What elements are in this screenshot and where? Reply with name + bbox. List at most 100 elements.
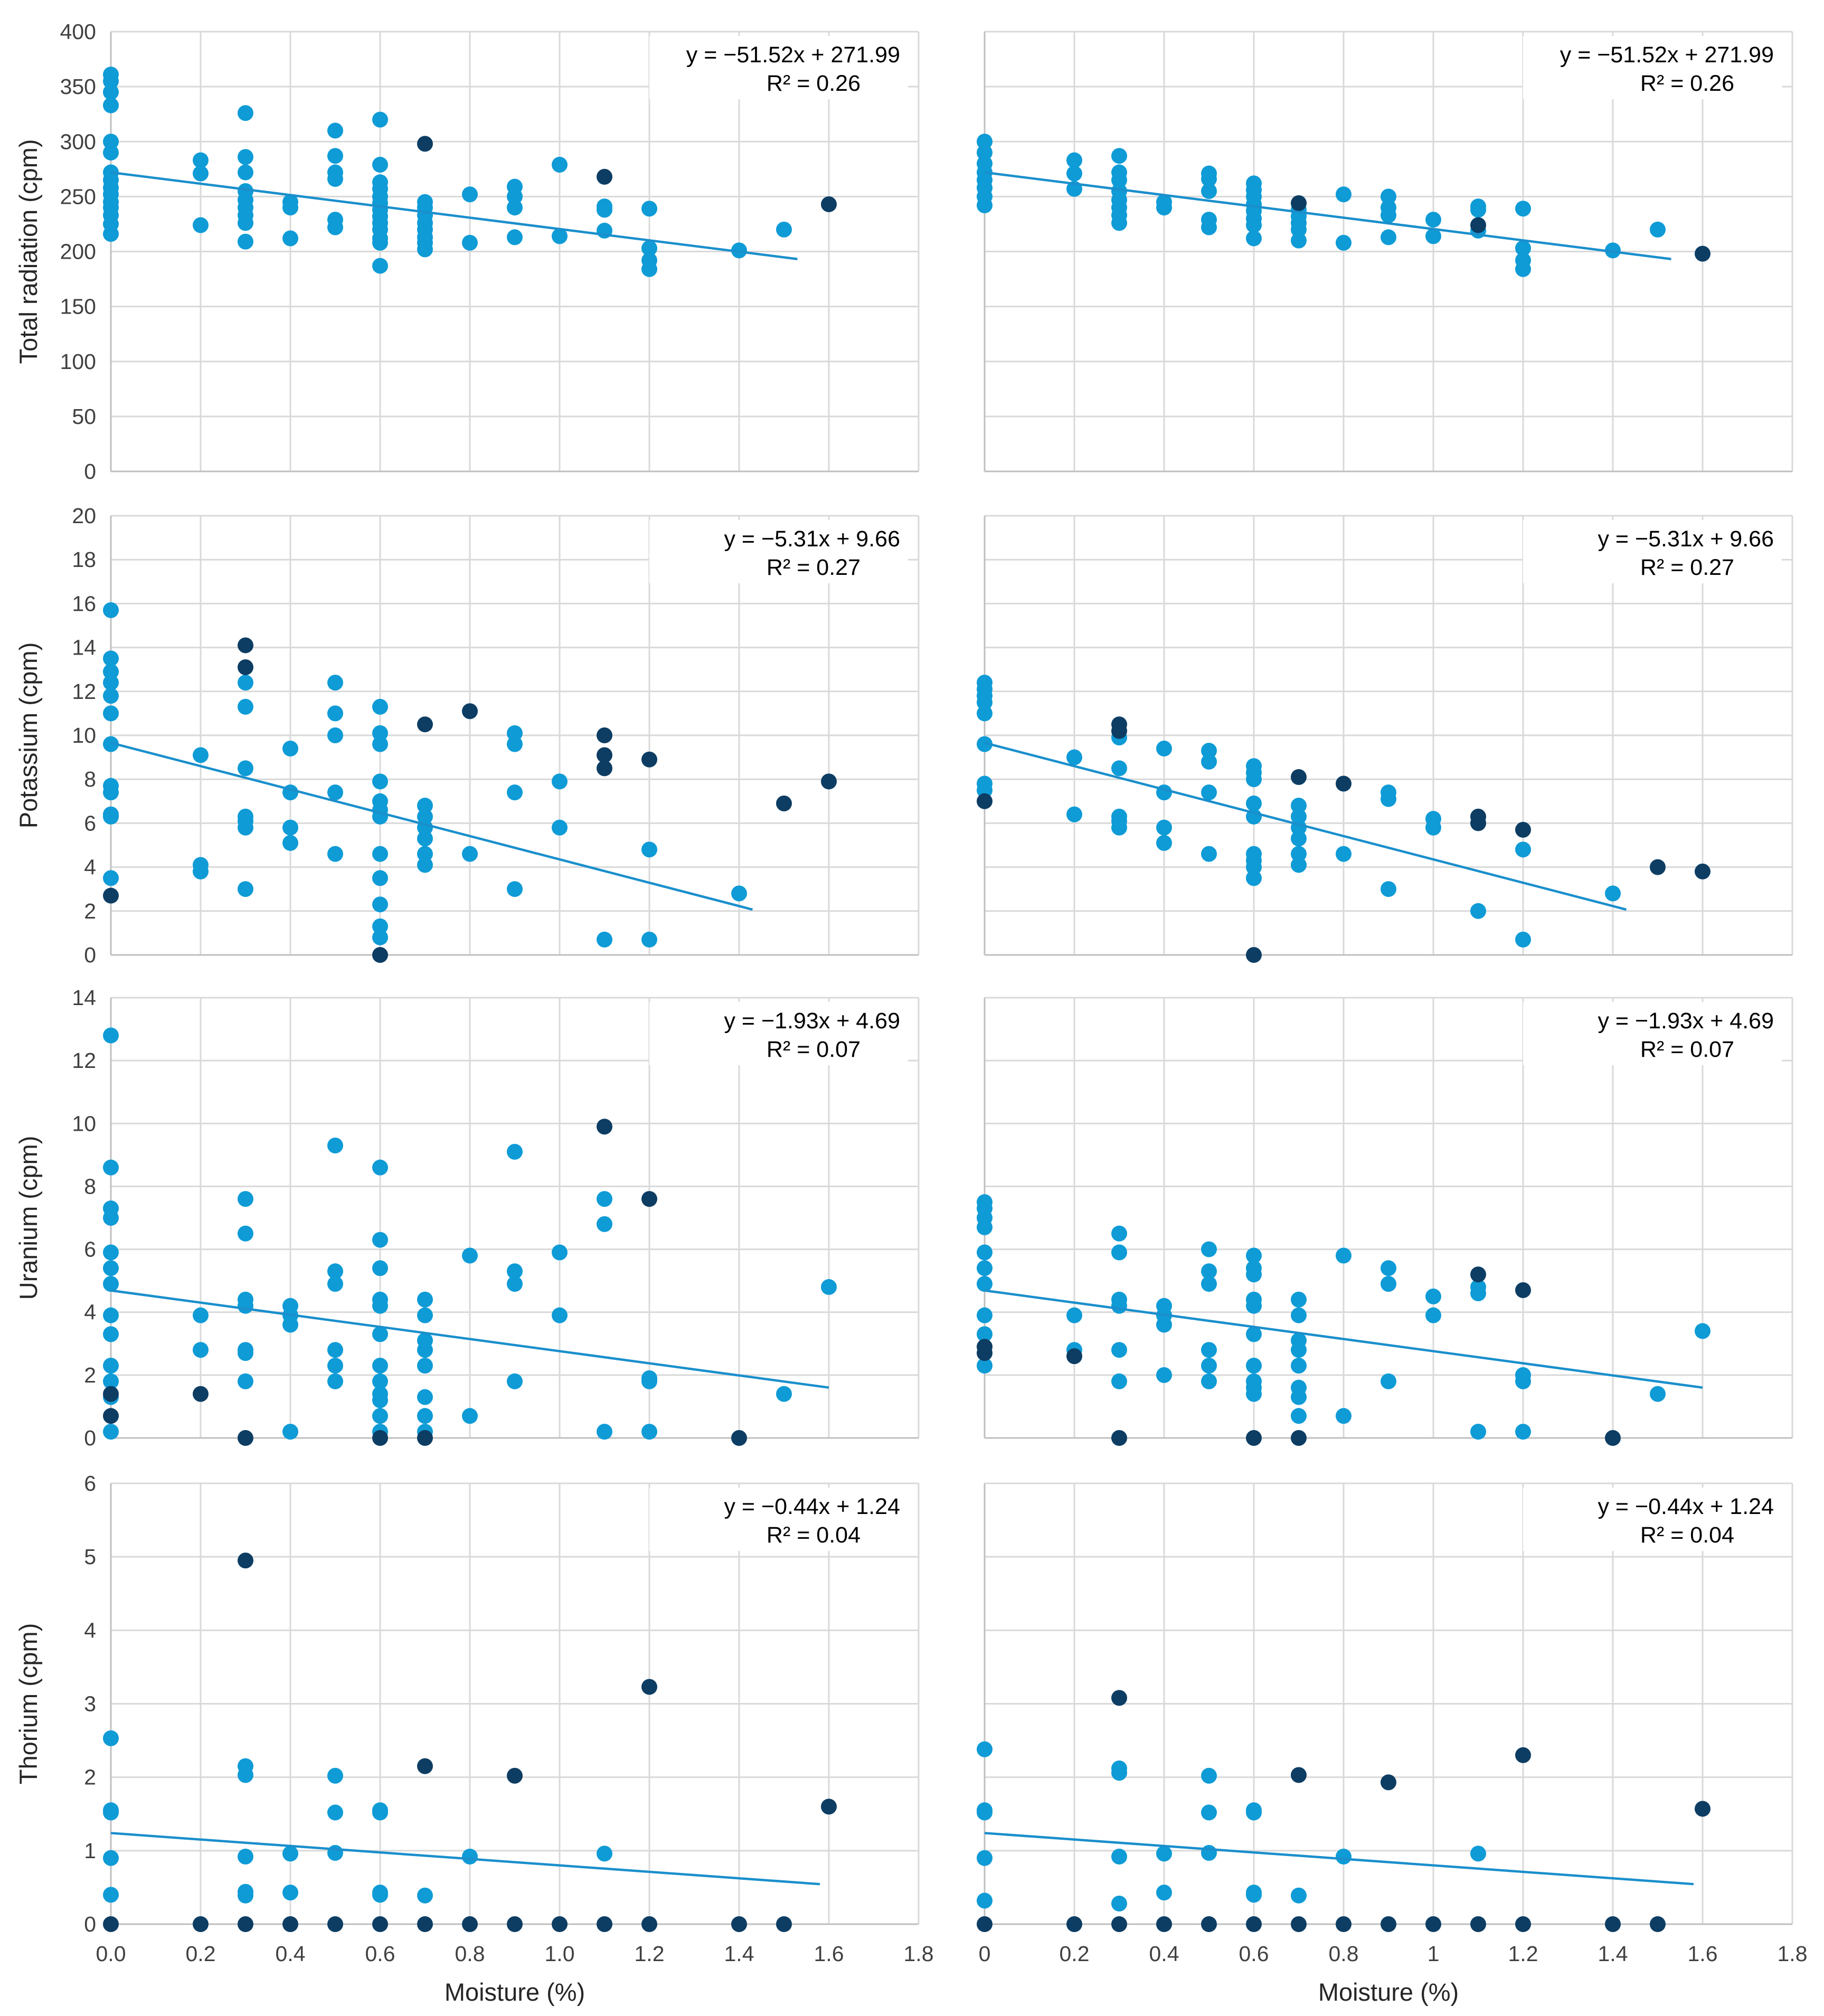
- data-point-dark: [103, 1916, 119, 1932]
- data-point-light: [327, 1373, 343, 1389]
- data-point-light: [327, 1137, 343, 1153]
- x-axis-title: Moisture (%): [445, 1978, 585, 2006]
- y-tick-label: 2: [84, 1363, 96, 1387]
- data-point-light: [238, 164, 253, 181]
- data-point-light: [1201, 219, 1217, 235]
- x-tick-label: 1.6: [1688, 1942, 1718, 1966]
- data-point-dark: [641, 1916, 657, 1932]
- data-point-light: [1425, 1288, 1441, 1304]
- equation-box: [649, 36, 908, 99]
- data-point-light: [1156, 1317, 1172, 1333]
- data-point-dark: [731, 1916, 747, 1932]
- data-point-light: [103, 1850, 119, 1866]
- y-tick-label: 12: [72, 1048, 96, 1073]
- data-point-dark: [1695, 1801, 1710, 1817]
- data-point-light: [372, 736, 388, 752]
- x-tick-label: 1: [1428, 1942, 1440, 1966]
- data-point-dark: [238, 1553, 253, 1569]
- data-point-light: [1156, 819, 1172, 836]
- equation-box: [1523, 520, 1782, 583]
- data-point-light: [103, 1307, 119, 1323]
- data-point-light: [103, 736, 119, 752]
- data-point-light: [1291, 846, 1307, 862]
- data-point-light: [1201, 753, 1217, 770]
- data-point-dark: [776, 1916, 792, 1932]
- data-point-light: [282, 1424, 298, 1440]
- data-point-light: [462, 1247, 478, 1264]
- data-point-light: [372, 773, 388, 790]
- data-point-dark: [776, 795, 792, 811]
- data-point-light: [417, 1887, 433, 1904]
- data-point-light: [977, 1850, 993, 1866]
- data-point-light: [1291, 1408, 1307, 1424]
- data-point-light: [1201, 1373, 1217, 1389]
- data-point-light: [1515, 1424, 1531, 1440]
- y-tick-label: 350: [60, 74, 96, 99]
- data-point-light: [417, 241, 433, 258]
- series-light: [103, 602, 747, 948]
- data-point-light: [977, 705, 993, 722]
- data-point-light: [977, 197, 993, 214]
- data-point-light: [1291, 857, 1307, 873]
- data-point-light: [1201, 1342, 1217, 1358]
- data-point-light: [1650, 1386, 1666, 1402]
- y-axis-title: Uranium (cpm): [14, 1136, 42, 1300]
- data-point-light: [597, 1216, 612, 1232]
- data-point-light: [1425, 212, 1441, 228]
- data-point-light: [1605, 885, 1621, 902]
- data-point-dark: [1515, 1747, 1531, 1763]
- data-point-light: [507, 784, 523, 801]
- data-point-light: [372, 156, 388, 173]
- y-tick-label: 400: [60, 20, 96, 44]
- data-point-light: [372, 846, 388, 862]
- r-squared-label: R² = 0.27: [767, 555, 861, 580]
- data-point-light: [1246, 1357, 1262, 1374]
- data-point-light: [238, 881, 253, 897]
- x-tick-label: 0.6: [365, 1942, 395, 1966]
- equation-box: [649, 520, 908, 583]
- y-tick-label: 5: [84, 1545, 96, 1569]
- data-point-light: [1425, 1307, 1441, 1323]
- data-point-light: [1201, 1804, 1217, 1821]
- data-point-light: [372, 929, 388, 945]
- equation-box: [649, 1488, 908, 1551]
- data-point-light: [641, 240, 657, 257]
- data-point-light: [1111, 148, 1127, 164]
- data-point-dark: [977, 1345, 993, 1361]
- data-point-light: [1515, 240, 1531, 257]
- data-point-light: [417, 830, 433, 847]
- data-point-light: [327, 1804, 343, 1821]
- data-point-light: [238, 1298, 253, 1314]
- series-dark: [103, 1119, 747, 1446]
- data-point-light: [103, 1210, 119, 1226]
- data-point-dark: [1650, 1916, 1666, 1932]
- data-point-dark: [821, 196, 837, 212]
- data-point-light: [417, 1291, 433, 1308]
- r-squared-label: R² = 0.26: [767, 71, 861, 96]
- data-point-dark: [1111, 1690, 1127, 1706]
- data-point-light: [103, 1276, 119, 1292]
- y-tick-label: 4: [84, 855, 96, 879]
- data-point-light: [977, 1804, 993, 1821]
- data-point-dark: [1470, 1266, 1486, 1283]
- data-point-dark: [193, 1386, 209, 1402]
- data-point-light: [1381, 1373, 1396, 1389]
- data-point-light: [1650, 221, 1666, 238]
- data-point-light: [977, 1260, 993, 1276]
- data-point-light: [507, 736, 523, 752]
- data-point-light: [1111, 215, 1127, 231]
- data-point-light: [1111, 172, 1127, 188]
- data-point-dark: [1291, 1767, 1307, 1783]
- data-point-light: [103, 1804, 119, 1821]
- data-point-light: [327, 1845, 343, 1861]
- y-tick-label: 20: [72, 504, 96, 528]
- data-point-dark: [1695, 863, 1710, 879]
- data-point-dark: [238, 1430, 253, 1446]
- data-point-light: [103, 84, 119, 100]
- data-point-light: [103, 784, 119, 801]
- series-dark: [977, 716, 1710, 963]
- series-dark: [417, 136, 837, 212]
- x-tick-label: 0.0: [96, 1942, 126, 1966]
- data-point-light: [372, 1392, 388, 1408]
- data-point-light: [103, 705, 119, 722]
